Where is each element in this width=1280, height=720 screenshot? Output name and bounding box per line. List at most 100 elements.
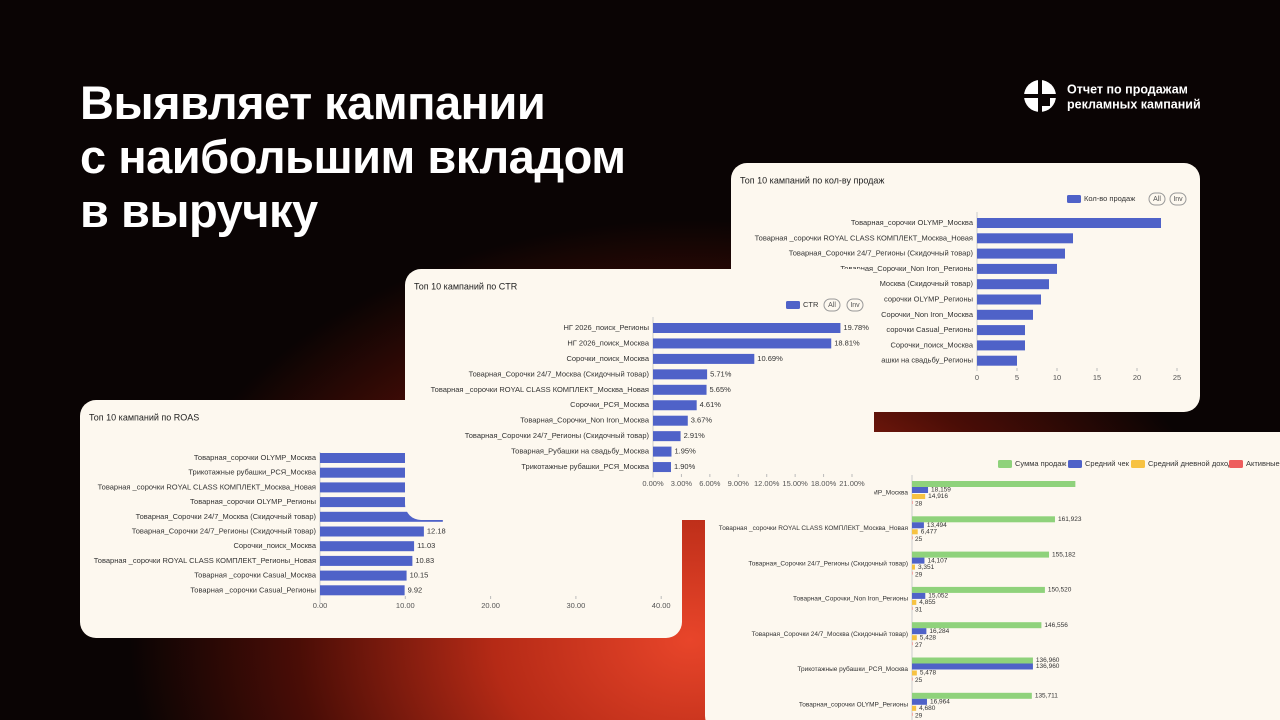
bar [912, 586, 1045, 593]
category-label: НГ 2026_поиск_Регионы [563, 323, 649, 332]
category-label: Трикотажные рубашки_РСЯ_Москва [188, 468, 316, 477]
x-tick-label: 12.00% [754, 479, 780, 488]
bar [320, 526, 424, 537]
x-tick-label: 0.00 [313, 601, 328, 610]
category-label: Товарная_Рубашки на свадьбу_Москва [511, 447, 650, 456]
bar [653, 369, 708, 380]
bar [912, 494, 926, 499]
value-label: 4,855 [919, 599, 936, 606]
bar [912, 522, 924, 529]
bar [912, 516, 1055, 523]
bar [912, 642, 913, 646]
bar [320, 511, 443, 522]
value-label: 16,284 [929, 628, 949, 635]
legend-label: Активные д [1246, 459, 1280, 468]
x-tick-label: 20.00 [481, 601, 500, 610]
bar [320, 585, 405, 596]
legend-button[interactable] [846, 298, 864, 312]
value-label: 31 [915, 607, 923, 614]
legend-swatch [1067, 195, 1081, 203]
legend-label: Кол-во продаж [1084, 194, 1135, 203]
x-tick-label: 0 [975, 373, 979, 382]
bar [653, 384, 707, 395]
x-tick-label: 10 [1053, 373, 1061, 382]
bar [912, 571, 913, 575]
value-label: 5,428 [920, 634, 937, 641]
chart-card: Топ 10 кампаний по CTR 0.00% 3.00% 6.00% 9.0… [405, 269, 874, 520]
value-label: 29 [915, 571, 923, 578]
category-label: ашки на свадьбу_Регионы [881, 356, 973, 365]
chart-title: Топ 10 кампаний по кол-ву продаж [740, 175, 884, 185]
value-label: 19.78% [843, 323, 869, 332]
bar [977, 233, 1073, 244]
value-label: 28 [915, 501, 923, 508]
category-label: Товарная_Сорочки 24/7_Регионы (Скидочный… [132, 526, 317, 535]
category-label: Товарная_сорочки OLYMP_Регионы [799, 702, 908, 709]
value-label: 10.83 [415, 556, 434, 565]
legend-label: CTR [803, 300, 819, 309]
chart: Сумма продаж Средний чек Средний дневной д… [719, 459, 1280, 720]
value-label: 25 [915, 677, 923, 684]
legend-button-label: Inv [1173, 196, 1183, 203]
bar [320, 482, 457, 493]
bar [977, 218, 1161, 228]
category-label: Товарная _сорочки ROYAL CLASS КОМПЛЕКТ_М… [719, 525, 909, 532]
value-label: 5,478 [920, 670, 937, 677]
category-label: OLYMP_Москва [860, 490, 908, 497]
value-label: 13,494 [927, 522, 947, 529]
bar [977, 309, 1033, 320]
value-label: 5.71% [710, 369, 732, 378]
value-label: 1.90% [674, 462, 696, 471]
x-tick-label: 5 [1015, 373, 1019, 382]
value-label: 150,520 [1048, 587, 1072, 594]
headline-line: Выявляет кампании [80, 76, 546, 129]
value-label: 3,351 [918, 564, 935, 571]
x-tick-label: 20 [1133, 373, 1141, 382]
value-label: 146,556 [1044, 622, 1068, 629]
x-tick-label: 0.00% [642, 479, 664, 488]
chart: Топ 10 кампаний по CTR 0.00% 3.00% 6.00% 9.0… [414, 281, 869, 488]
headline-line: с наибольшим вкладом [80, 130, 626, 183]
category-label: Сорочки_Non Iron_Москва [881, 310, 974, 319]
category-label: Товарная_Сорочки_Non Iron_Регионы [793, 596, 908, 603]
bar [912, 705, 917, 711]
value-label: 11.03 [417, 541, 435, 550]
value-label: 14,916 [928, 493, 948, 500]
legend-button[interactable] [1148, 192, 1166, 206]
category-label: Товарная _сорочки ROYAL CLASS КОМПЛЕКТ_Р… [94, 556, 316, 565]
legend-button[interactable] [823, 298, 841, 312]
category-label: Трикотажные рубашки_РСЯ_Москва [797, 665, 908, 673]
bar [912, 677, 913, 681]
value-label: 18.81% [834, 338, 860, 347]
category-label: Товарная _сорочки ROYAL CLASS КОМПЛЕКТ_М… [755, 233, 973, 242]
x-tick-label: 10.00 [396, 601, 415, 610]
value-label: 161,923 [1058, 516, 1082, 523]
value-label: 18,159 [931, 487, 951, 494]
x-tick-label: 6.00% [699, 479, 721, 488]
bar [912, 529, 918, 535]
value-label: 2.91% [684, 431, 706, 440]
legend-button-label: All [828, 302, 836, 309]
bar [912, 606, 913, 610]
value-label: 14,107 [927, 557, 947, 564]
legend-swatch [1068, 460, 1082, 468]
bar [912, 698, 927, 705]
x-tick-label: 15.00% [782, 479, 808, 488]
value-label: 136,960 [1036, 657, 1060, 664]
bar [912, 557, 925, 564]
legend-button-label: All [1153, 196, 1161, 203]
bar [320, 467, 474, 478]
value-label: 1.95% [674, 447, 696, 456]
bar [653, 462, 672, 473]
value-label: 15,052 [928, 593, 948, 600]
value-label: 135,711 [1035, 693, 1058, 700]
headline: Выявляет кампании с наибольшим вкладом в… [80, 76, 626, 238]
bar [653, 338, 832, 349]
logo: Отчет по продажам рекламных кампаний [1024, 80, 1201, 112]
bar [912, 635, 917, 641]
bar [320, 541, 415, 552]
bar [653, 446, 672, 457]
chart: Топ 10 кампаний по кол-ву продаж 0 5 10 15 20… [740, 175, 1187, 382]
legend-button[interactable] [1169, 192, 1187, 206]
bar [912, 487, 929, 493]
